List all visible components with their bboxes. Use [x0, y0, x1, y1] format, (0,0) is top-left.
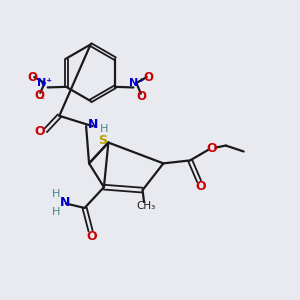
- Text: O: O: [206, 142, 217, 155]
- Text: O: O: [28, 70, 38, 83]
- Text: H: H: [52, 189, 61, 199]
- Text: CH₃: CH₃: [136, 201, 155, 211]
- Text: N: N: [88, 118, 99, 131]
- Text: O: O: [34, 89, 44, 102]
- Text: N: N: [60, 196, 70, 209]
- Text: H: H: [52, 206, 61, 217]
- Text: N⁺: N⁺: [129, 78, 144, 88]
- Text: O: O: [137, 90, 147, 103]
- Text: O: O: [143, 70, 153, 83]
- Text: S: S: [98, 134, 107, 147]
- Text: O: O: [35, 125, 45, 138]
- Text: H: H: [100, 124, 109, 134]
- Text: N⁺: N⁺: [37, 78, 52, 88]
- Text: ⁻: ⁻: [39, 97, 44, 107]
- Text: O: O: [86, 230, 97, 243]
- Text: O: O: [195, 180, 206, 193]
